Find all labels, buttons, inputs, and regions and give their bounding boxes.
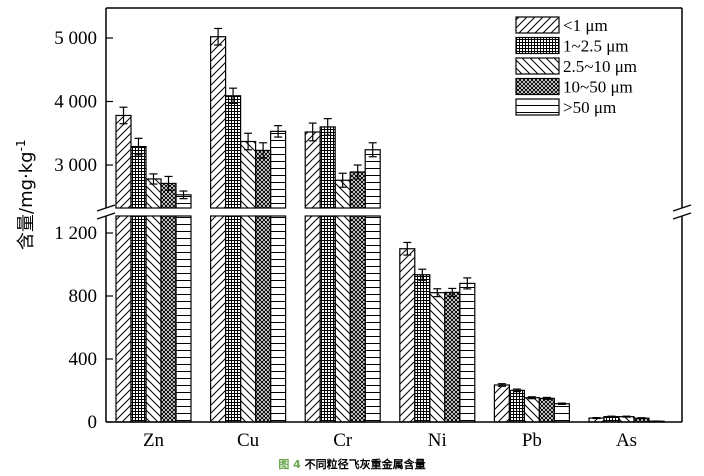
x-tick-label: Cu: [237, 430, 260, 451]
bar-zn-0: [115, 106, 132, 423]
bar-cu-1: [225, 87, 242, 423]
bar-lower-segment: [115, 215, 132, 423]
bar-ni-4: [459, 277, 476, 423]
bar: [429, 292, 446, 423]
bar-lower-segment: [270, 215, 287, 423]
legend-label: 10~50 μm: [563, 78, 633, 97]
x-tick-label: Pb: [522, 430, 542, 451]
x-tick-label: Cr: [333, 430, 353, 451]
bar-ni-3: [444, 287, 461, 423]
bar-pb-3: [538, 396, 556, 423]
x-tick-label: Zn: [143, 430, 165, 451]
legend-swatch: [515, 77, 560, 96]
caption-text: 不同粒径飞灰重金属含量: [304, 458, 426, 471]
bar-lower-segment: [319, 215, 336, 423]
legend-swatch: [515, 16, 560, 34]
y-tick-label: 5 000: [54, 28, 97, 49]
y-tick-label: 400: [69, 349, 98, 370]
axis-break-mark: [672, 212, 692, 220]
bar-lower-segment: [334, 215, 351, 423]
y-tick-label: 4 000: [54, 92, 97, 113]
legend: <1 μm 1~2.5 μm2.5~10 μm 10~50 μm>50 μm: [515, 16, 637, 117]
bar-upper-segment: [270, 130, 287, 209]
bar-lower-segment: [145, 215, 162, 423]
bar-lower-segment: [364, 215, 381, 423]
legend-swatch: [515, 36, 560, 55]
bar: [414, 274, 431, 423]
bar-cu-2: [240, 132, 257, 423]
legend-label: 2.5~10 μm: [563, 57, 637, 76]
bar-cr-4: [364, 142, 381, 423]
bar-as-1: [603, 415, 620, 423]
bar-as-2: [618, 415, 635, 423]
axis-break-mark: [672, 204, 692, 212]
bar-lower-segment: [130, 215, 147, 423]
bar-pb-2: [523, 396, 541, 423]
bar-lower-segment: [304, 215, 321, 423]
bar: [459, 282, 476, 423]
figure-caption: 图 4 不同粒径飞灰重金属含量: [0, 456, 704, 472]
legend-swatch: [515, 98, 560, 116]
bar-zn-1: [130, 137, 147, 423]
y-tick-label: 0: [88, 412, 98, 433]
bar-lower-segment: [160, 215, 177, 423]
bar-cu-4: [270, 125, 287, 423]
bar: [553, 403, 571, 423]
bar: [444, 291, 461, 423]
bar-lower-segment: [255, 215, 272, 423]
bar: [493, 384, 510, 423]
bar-zn-3: [160, 175, 177, 423]
bar-lower-segment: [349, 215, 366, 423]
bar-zn-4: [175, 190, 192, 423]
bar-lower-segment: [225, 215, 242, 423]
bar-upper-segment: [319, 126, 336, 209]
bar-upper-segment: [255, 149, 272, 209]
y-tick-label: 3 000: [54, 155, 97, 176]
bar-lower-segment: [210, 215, 227, 423]
bar-upper-segment: [210, 36, 227, 209]
bar-lower-segment: [175, 215, 192, 423]
bar-ni-1: [414, 268, 431, 423]
y-tick-label: 800: [69, 286, 98, 307]
bar-cu-0: [210, 27, 227, 423]
bar-cr-0: [304, 122, 321, 423]
y-tick-label: 1 200: [54, 223, 97, 244]
bar: [523, 397, 541, 423]
bar-cr-2: [334, 172, 351, 423]
y-axis-label: 含量/mg·kg-1: [14, 139, 37, 250]
bar-cu-3: [255, 142, 272, 423]
bar: [508, 389, 525, 423]
bar: [538, 397, 556, 423]
bar-upper-segment: [115, 114, 132, 209]
x-tick-label: Ni: [428, 430, 447, 451]
bar-pb-4: [553, 402, 571, 423]
axes: 0 400 800 1 200 3 000 4 000 5 000 Zn Cu Cr Ni Pb As: [54, 7, 692, 451]
legend-label: 1~2.5 μm: [563, 37, 629, 56]
bar-upper-segment: [130, 145, 147, 209]
x-tick-label: As: [616, 430, 637, 451]
bar-upper-segment: [304, 131, 321, 209]
bar-cr-1: [319, 118, 336, 423]
bar-cr-3: [349, 164, 366, 423]
bar-pb-1: [508, 388, 525, 423]
bar-ni-0: [399, 241, 416, 423]
bar: [399, 248, 416, 423]
legend-swatch: [515, 57, 560, 75]
bar-upper-segment: [364, 149, 381, 209]
bar-upper-segment: [240, 140, 257, 209]
bar-zn-2: [145, 173, 162, 423]
legend-label: >50 μm: [563, 98, 616, 117]
bar-upper-segment: [225, 95, 242, 209]
legend-label: <1 μm: [563, 16, 608, 35]
bar-lower-segment: [240, 215, 257, 423]
axis-break-mark: [96, 204, 116, 212]
figure-label: 图 4: [278, 458, 301, 471]
axis-break-mark: [96, 212, 116, 220]
bar-pb-0: [493, 383, 510, 423]
bar-ni-2: [429, 288, 446, 423]
